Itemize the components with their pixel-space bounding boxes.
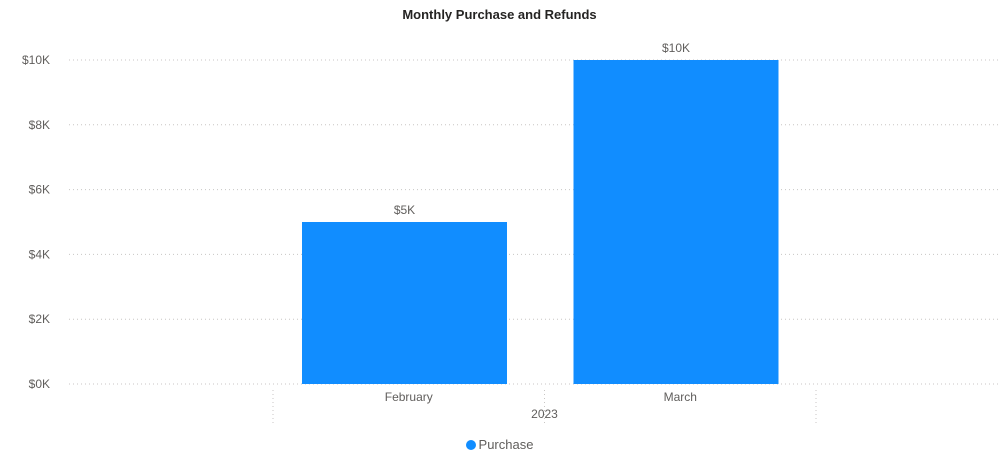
chart-title: Monthly Purchase and Refunds (402, 7, 597, 22)
bar-march (573, 60, 779, 384)
x-tick-label: February (385, 390, 433, 404)
legend-purchase-marker (465, 440, 476, 450)
data-label: $10K (662, 41, 690, 55)
bar-february (302, 222, 507, 384)
legend-purchase-label: Purchase (478, 437, 534, 452)
y-tick-label: $10K (22, 53, 50, 67)
x-group-label: 2023 (531, 407, 558, 421)
y-tick-label: $8K (29, 118, 50, 132)
y-tick-label: $0K (29, 377, 50, 391)
x-tick-label: March (664, 390, 697, 404)
y-tick-label: $4K (29, 247, 50, 261)
data-label: $5K (394, 203, 415, 217)
legend[interactable]: Purchase (0, 437, 999, 452)
y-tick-label: $6K (29, 183, 50, 197)
y-tick-label: $2K (29, 312, 50, 326)
